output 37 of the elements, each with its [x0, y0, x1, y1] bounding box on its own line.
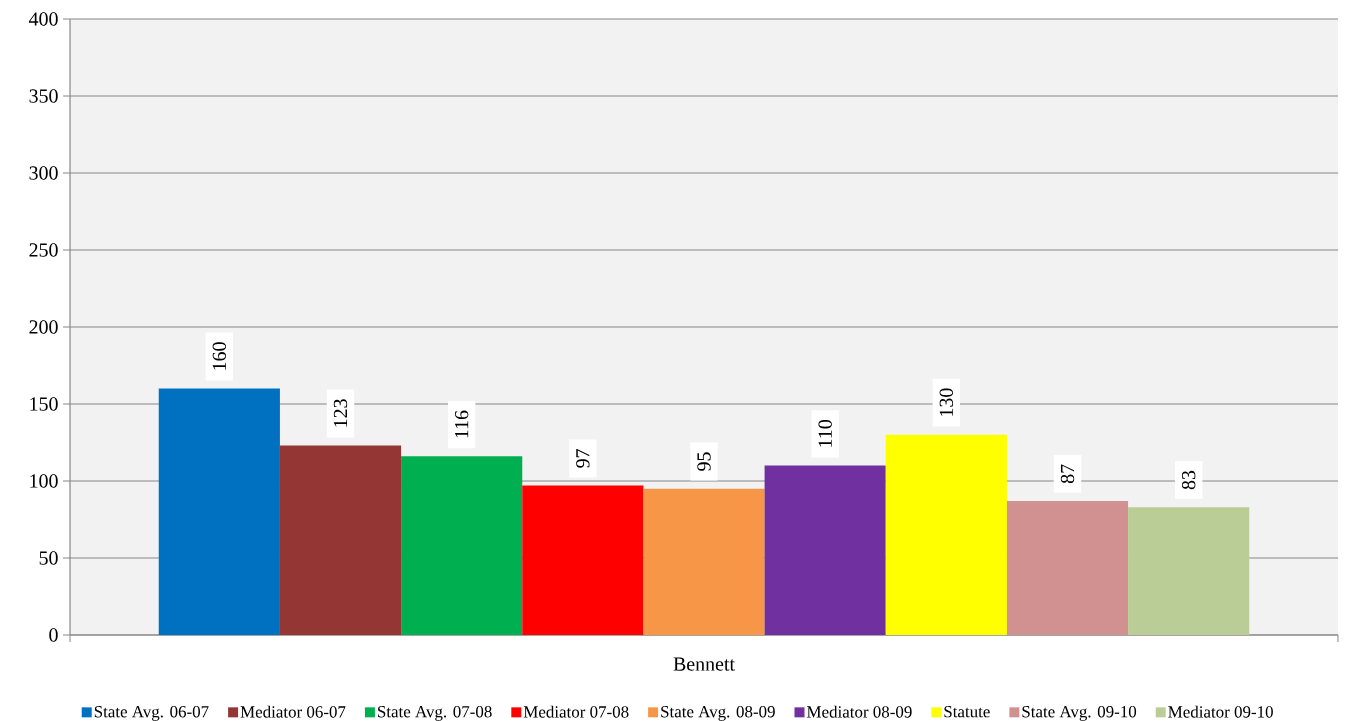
data-label: 160: [212, 342, 227, 370]
y-tick-label: 0: [49, 628, 58, 642]
y-tick-label: 100: [30, 474, 58, 488]
legend-label: State Avg. 08-09: [661, 705, 775, 721]
legend-label: Mediator 07-08: [523, 705, 629, 718]
data-label: 95: [697, 452, 711, 471]
bar: [885, 434, 1007, 635]
legend-label: Mediator 06-07: [240, 705, 346, 718]
data-label: 110: [818, 420, 832, 447]
legend-label: Statute: [944, 705, 990, 718]
y-tick-label: 400: [28, 12, 58, 26]
data-label: 83: [1181, 470, 1196, 490]
legend-label: State Avg. 07-08: [378, 705, 492, 721]
bar: [158, 388, 280, 635]
legend-label: Mediator 08-09: [806, 705, 912, 718]
data-label: 116: [454, 410, 469, 438]
data-label: 97: [576, 449, 590, 468]
data-label: 123: [333, 399, 348, 427]
bar: [764, 465, 886, 635]
bar: [522, 485, 644, 635]
legend-label: State Avg. 09-10: [1022, 705, 1137, 721]
y-tick-label: 250: [29, 243, 58, 257]
y-tick-label: 150: [30, 397, 58, 411]
bar: [401, 456, 523, 635]
bar: [1128, 507, 1250, 635]
y-tick-label: 200: [29, 320, 58, 334]
data-label: 87: [1060, 464, 1075, 484]
data-label: 130: [939, 388, 954, 416]
y-tick-label: 350: [29, 89, 58, 103]
y-tick-label: 300: [29, 166, 58, 180]
bar: [643, 488, 765, 635]
bar: [279, 445, 402, 635]
legend-label: Mediator 09-10: [1168, 705, 1273, 718]
legend-label: State Avg. 06-07: [94, 705, 209, 721]
bar: [1006, 501, 1129, 635]
y-tick-label: 50: [39, 551, 58, 565]
x-tick-label: Bennett: [673, 657, 735, 671]
